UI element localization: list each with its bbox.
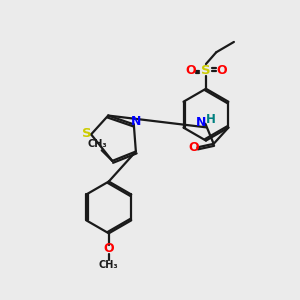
Text: S: S [201, 64, 211, 77]
Text: O: O [189, 141, 199, 154]
Text: O: O [185, 64, 196, 77]
Text: H: H [206, 113, 216, 126]
Text: O: O [216, 64, 226, 77]
Text: N: N [131, 115, 141, 128]
Text: CH₃: CH₃ [99, 260, 118, 270]
Text: CH₃: CH₃ [88, 140, 107, 149]
Text: O: O [103, 242, 114, 255]
Text: N: N [196, 116, 206, 129]
Text: S: S [82, 127, 91, 140]
